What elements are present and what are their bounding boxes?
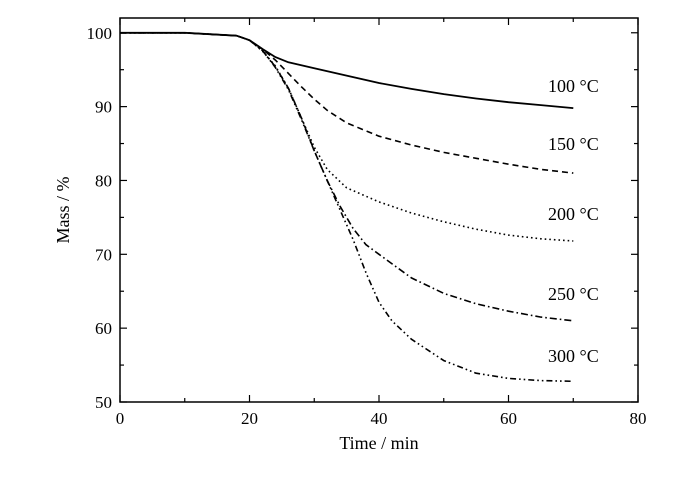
- tick-labels: 0 20 40 60 80 50 60 70 80 90 100: [87, 24, 647, 428]
- series-label: 200 °C: [548, 204, 599, 224]
- y-axis-title: Mass / %: [53, 176, 73, 243]
- series-labels: 100 °C 150 °C 200 °C 250 °C 300 °C: [548, 76, 599, 366]
- y-tick-label: 50: [95, 393, 112, 412]
- y-tick-label: 60: [95, 319, 112, 338]
- series-label: 250 °C: [548, 284, 599, 304]
- x-tick-label: 80: [630, 409, 647, 428]
- y-tick-label: 100: [87, 24, 113, 43]
- axis-ticks: [119, 18, 639, 403]
- series-line: [120, 31, 574, 174]
- x-tick-label: 20: [241, 409, 258, 428]
- series-lines: [120, 31, 574, 383]
- y-tick-label: 70: [95, 245, 112, 264]
- x-axis-title: Time / min: [339, 433, 418, 453]
- series-line: [120, 31, 574, 242]
- series-label: 300 °C: [548, 346, 599, 366]
- x-tick-label: 0: [116, 409, 125, 428]
- y-tick-label: 80: [95, 171, 112, 190]
- x-tick-label: 60: [500, 409, 517, 428]
- x-tick-label: 40: [371, 409, 388, 428]
- y-tick-label: 90: [95, 98, 112, 117]
- series-line: [120, 31, 574, 383]
- series-label: 100 °C: [548, 76, 599, 96]
- series-label: 150 °C: [548, 134, 599, 154]
- series-line: [120, 31, 574, 109]
